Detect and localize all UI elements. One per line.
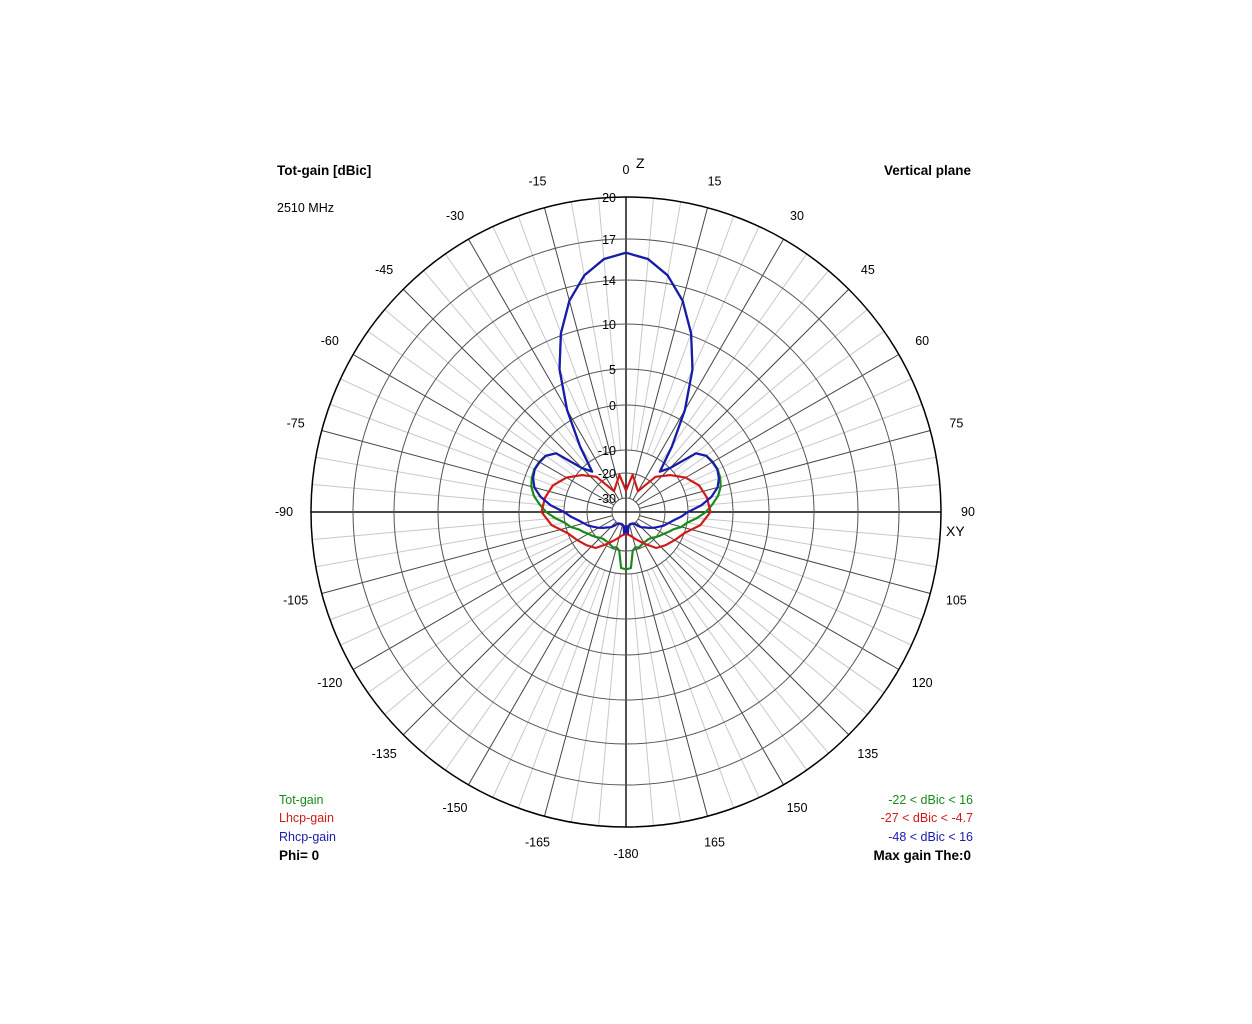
gain-tick-label: -20 — [598, 467, 616, 481]
major-grid-line — [637, 518, 900, 670]
major-grid-line — [321, 515, 613, 595]
major-grid-line — [543, 525, 623, 817]
major-grid-line — [468, 238, 620, 501]
angle-tick-label: -105 — [283, 594, 308, 608]
major-grid-line — [352, 518, 615, 670]
fine-grid-line — [684, 532, 923, 621]
legend-rhcp: Rhcp-gain — [279, 830, 336, 844]
angle-tick-label: -90 — [275, 505, 293, 519]
gain-tick-label: 17 — [602, 233, 616, 247]
major-grid-line — [629, 207, 709, 499]
major-grid-line — [402, 521, 617, 736]
axis-xy-label: XY — [946, 523, 965, 539]
plane-label: Vertical plane — [883, 163, 971, 178]
angle-tick-label: 45 — [861, 263, 875, 277]
major-grid-line — [632, 238, 784, 501]
fine-grid-line — [651, 226, 760, 457]
gain-ring — [393, 279, 859, 745]
angle-tick-label: 30 — [790, 209, 804, 223]
angle-tick-label: -45 — [375, 263, 393, 277]
gain-ring — [437, 323, 815, 701]
gain-ring — [586, 472, 666, 552]
angle-tick-label: -135 — [372, 747, 397, 761]
major-grid-line — [632, 523, 784, 786]
angle-tick-label: -75 — [287, 416, 305, 430]
range-rhcp: -48 < dBic < 16 — [888, 830, 973, 844]
axis-z-label: Z — [636, 155, 645, 171]
range-tot: -22 < dBic < 16 — [888, 793, 973, 807]
fine-grid-line — [517, 570, 606, 809]
major-grid-line — [468, 523, 620, 786]
gain-tick-label: 0 — [609, 399, 616, 413]
gain-tick-label: -30 — [598, 492, 616, 506]
gain-tick-label: 5 — [609, 363, 616, 377]
angle-tick-label: 60 — [915, 334, 929, 348]
angle-tick-label: 165 — [704, 835, 725, 849]
angle-tick-label: 135 — [857, 747, 878, 761]
angle-tick-label: 105 — [946, 594, 967, 608]
gain-ring — [352, 238, 900, 786]
angle-tick-label: -150 — [442, 801, 467, 815]
angle-tick-label: -60 — [321, 334, 339, 348]
max-gain-label: Max gain The:0 — [873, 848, 971, 863]
major-grid-line — [639, 515, 931, 595]
angle-tick-label: 75 — [949, 416, 963, 430]
phi-label: Phi= 0 — [279, 848, 320, 863]
major-grid-line — [637, 354, 900, 506]
angle-tick-label: -165 — [525, 835, 550, 849]
gain-tick-label: 10 — [602, 318, 616, 332]
angle-tick-label: 15 — [708, 175, 722, 189]
gain-ring — [518, 404, 734, 620]
major-grid-line — [635, 521, 850, 736]
legend-lhcp: Lhcp-gain — [279, 811, 334, 825]
series-lhcp-curve — [540, 473, 712, 550]
gain-tick-label: 14 — [602, 274, 616, 288]
major-grid-line — [639, 429, 931, 509]
gain-tick-label: -10 — [598, 444, 616, 458]
major-grid-line — [321, 429, 613, 509]
angle-tick-label: -180 — [613, 847, 638, 861]
major-grid-line — [543, 207, 623, 499]
angle-tick-label: 150 — [787, 801, 808, 815]
gain-ring — [310, 196, 942, 828]
gain-tick-label: 20 — [602, 191, 616, 205]
major-grid-line — [629, 525, 709, 817]
legend-tot: Tot-gain — [279, 793, 324, 807]
fine-grid-line — [492, 226, 601, 457]
gain-ring — [482, 368, 770, 656]
angle-tick-label: -120 — [317, 676, 342, 690]
chart-title: Tot-gain [dBic] — [277, 163, 372, 178]
angle-tick-label: 0 — [623, 163, 630, 177]
range-lhcp: -27 < dBic < -4.7 — [880, 811, 973, 825]
angle-tick-label: -15 — [528, 175, 546, 189]
fine-grid-line — [646, 570, 735, 809]
angle-tick-label: 90 — [961, 505, 975, 519]
angle-tick-label: 120 — [912, 676, 933, 690]
angle-tick-label: -30 — [446, 209, 464, 223]
fine-grid-line — [340, 537, 571, 646]
series-rhcp-curve — [532, 251, 720, 535]
frequency-label: 2510 MHz — [277, 201, 334, 215]
major-grid-line — [352, 354, 615, 506]
